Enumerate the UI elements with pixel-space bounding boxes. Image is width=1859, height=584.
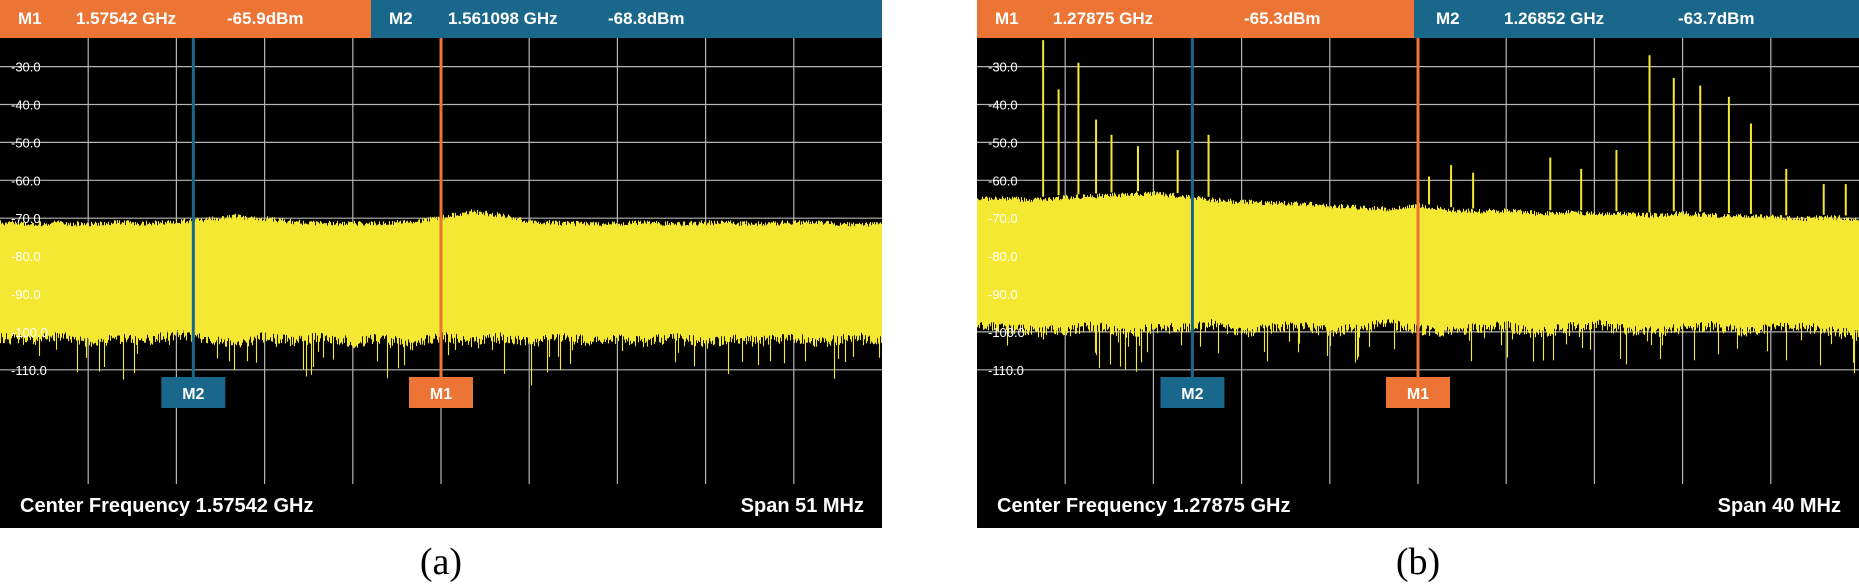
marker-tag-m1 bbox=[1386, 377, 1450, 408]
span-label: Span 51 MHz bbox=[740, 495, 864, 517]
y-tick-label: -50.0 bbox=[11, 135, 41, 150]
marker-m1-frequency: 1.27875 GHz bbox=[1053, 9, 1154, 28]
y-tick-label: -30.0 bbox=[988, 60, 1018, 75]
status-footer: Center Frequency 1.27875 GHz Span 40 MHz bbox=[977, 484, 1859, 528]
marker-tag-label: M2 bbox=[182, 386, 204, 403]
spectrum-panel-a: M1 1.57542 GHz -65.9dBm M2 1.561098 GHz … bbox=[0, 0, 882, 584]
spectrum-plot-area: -30.0 -40.0 -50.0 -60.0 -70.0 -80.0 -90.0 -100.… bbox=[977, 38, 1859, 484]
y-tick-label: -90.0 bbox=[988, 287, 1018, 302]
y-tick-label: -110.0 bbox=[988, 363, 1024, 378]
spectrum-trace-svg: -30.0 -40.0 -50.0 -60.0 -70.0 -80.0 -90.0 -100.… bbox=[977, 38, 1859, 484]
spectrum-panel-b: M1 1.27875 GHz -65.3dBm M2 1.26852 GHz -… bbox=[977, 0, 1859, 584]
marker-m1-level: -65.3dBm bbox=[1244, 9, 1321, 28]
y-tick-label: -80.0 bbox=[11, 249, 41, 264]
marker-m2-frequency: 1.561098 GHz bbox=[448, 9, 558, 28]
y-tick-label: -100.0 bbox=[988, 325, 1025, 340]
marker-m1-level: -65.9dBm bbox=[227, 9, 304, 28]
spectrum-trace bbox=[0, 209, 882, 386]
center-frequency-label: Center Frequency 1.27875 GHz bbox=[997, 495, 1291, 517]
y-tick-label: -40.0 bbox=[988, 98, 1018, 113]
y-tick-label: -50.0 bbox=[988, 135, 1018, 150]
marker-m2-label: M2 bbox=[1436, 9, 1460, 28]
marker-m1-label: M1 bbox=[18, 9, 42, 28]
marker-m2-readout: M2 1.561098 GHz -68.8dBm bbox=[371, 0, 882, 38]
marker-m1-readout: M1 1.57542 GHz -65.9dBm bbox=[0, 0, 371, 38]
marker-tag-m2 bbox=[1160, 377, 1225, 408]
noise-floor-band bbox=[0, 209, 882, 386]
marker-readout-bar: M1 1.27875 GHz -65.3dBm M2 1.26852 GHz -… bbox=[977, 0, 1859, 38]
spectrum-plot-area: -30.0 -40.0 -50.0 -60.0 -70.0 -80.0 -90.0 -100.… bbox=[0, 38, 882, 484]
y-tick-label: -60.0 bbox=[11, 173, 41, 188]
marker-m2-readout: M2 1.26852 GHz -63.7dBm bbox=[1414, 0, 1859, 38]
y-tick-label: -30.0 bbox=[11, 60, 41, 75]
marker-m1-label: M1 bbox=[995, 9, 1019, 28]
marker-tag-label: M2 bbox=[1181, 386, 1203, 403]
marker-m2-label: M2 bbox=[389, 9, 413, 28]
marker-tag-label: M1 bbox=[1407, 386, 1429, 403]
marker-readout-bar: M1 1.57542 GHz -65.9dBm M2 1.561098 GHz … bbox=[0, 0, 882, 38]
y-tick-label: -110.0 bbox=[11, 363, 47, 378]
y-tick-label: -100.0 bbox=[11, 325, 48, 340]
center-frequency-label: Center Frequency 1.57542 GHz bbox=[20, 495, 314, 517]
marker-m2-level: -63.7dBm bbox=[1678, 9, 1755, 28]
spectrum-trace bbox=[977, 191, 1859, 374]
marker-tag-m2 bbox=[161, 377, 226, 408]
spectrum-trace-svg: -30.0 -40.0 -50.0 -60.0 -70.0 -80.0 -90.0 -100.… bbox=[0, 38, 882, 484]
figure-caption: (b) bbox=[1395, 541, 1441, 583]
marker-m2-frequency: 1.26852 GHz bbox=[1504, 9, 1605, 28]
noise-floor-band bbox=[977, 191, 1859, 374]
figure-caption: (a) bbox=[419, 541, 463, 583]
y-tick-label: -60.0 bbox=[988, 173, 1018, 188]
y-tick-label: -90.0 bbox=[11, 287, 41, 302]
marker-m2-level: -68.8dBm bbox=[608, 9, 685, 28]
status-footer: Center Frequency 1.57542 GHz Span 51 MHz bbox=[0, 484, 882, 528]
y-tick-label: -40.0 bbox=[11, 98, 41, 113]
marker-tag-label: M1 bbox=[430, 386, 452, 403]
y-tick-label: -70.0 bbox=[988, 211, 1018, 226]
span-label: Span 40 MHz bbox=[1717, 495, 1841, 517]
y-tick-label: -70.0 bbox=[11, 211, 41, 226]
y-tick-label: -80.0 bbox=[988, 249, 1018, 264]
marker-m1-frequency: 1.57542 GHz bbox=[76, 9, 177, 28]
marker-m1-readout: M1 1.27875 GHz -65.3dBm bbox=[977, 0, 1414, 38]
marker-tag-m1 bbox=[409, 377, 473, 408]
